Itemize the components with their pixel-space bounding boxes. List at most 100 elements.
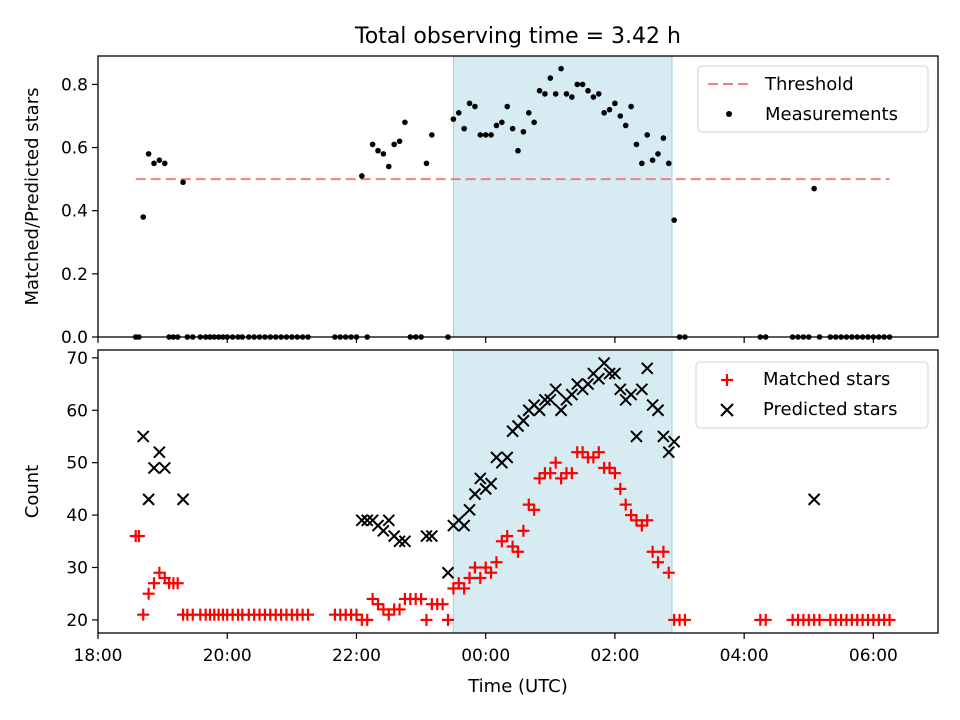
predicted-star-marker bbox=[807, 493, 821, 506]
matched-star-marker bbox=[506, 540, 519, 553]
legend-matched-label: Matched stars bbox=[763, 369, 890, 390]
predicted-star-marker bbox=[662, 445, 675, 459]
measurement-point bbox=[660, 135, 667, 141]
measurement-point bbox=[402, 119, 408, 126]
measurement-point bbox=[633, 141, 640, 148]
top-y-tick-label: 0.6 bbox=[61, 139, 88, 159]
measurement-point bbox=[369, 141, 376, 148]
matched-star-marker bbox=[479, 561, 492, 574]
measurement-point bbox=[612, 100, 618, 107]
matched-star-marker bbox=[533, 472, 546, 485]
measurement-point bbox=[466, 100, 473, 107]
measurement-point bbox=[472, 103, 478, 110]
predicted-star-marker bbox=[142, 493, 155, 506]
measurement-point bbox=[569, 94, 575, 100]
measurement-point bbox=[671, 217, 677, 223]
matched-star-marker bbox=[452, 577, 465, 590]
measurement-point bbox=[380, 151, 387, 157]
bottom-y-tick-label: 50 bbox=[66, 454, 88, 474]
measurement-point bbox=[536, 87, 543, 94]
measurement-point bbox=[628, 103, 634, 110]
measurement-point bbox=[563, 91, 570, 97]
predicted-star-marker bbox=[441, 566, 455, 579]
predicted-star-marker bbox=[538, 393, 552, 406]
measurement-point bbox=[151, 160, 157, 167]
measurement-point bbox=[161, 160, 168, 167]
matched-star-marker bbox=[576, 446, 589, 459]
measurement-point bbox=[461, 125, 467, 132]
bottom-y-axis: 20 30 40 50 60 70 bbox=[66, 349, 98, 631]
predicted-star-marker bbox=[544, 393, 557, 406]
matched-star-marker bbox=[544, 467, 557, 480]
predicted-star-marker bbox=[463, 503, 476, 517]
matched-star-marker bbox=[132, 530, 145, 543]
predicted-star-marker bbox=[420, 529, 433, 543]
predicted-star-marker bbox=[147, 461, 161, 475]
matched-star-marker bbox=[759, 613, 772, 626]
matched-star-marker bbox=[657, 545, 670, 558]
measurement-point bbox=[531, 119, 537, 126]
matched-star-marker bbox=[549, 456, 562, 469]
measurement-point bbox=[488, 132, 494, 138]
bottom-y-axis-label: Count bbox=[22, 465, 43, 518]
predicted-star-marker bbox=[657, 430, 670, 443]
measurement-point bbox=[359, 173, 365, 179]
measurement-point bbox=[811, 185, 817, 192]
bottom-y-tick-label: 20 bbox=[66, 611, 88, 631]
top-y-tick-label: 0.2 bbox=[61, 265, 88, 285]
measurement-point bbox=[665, 160, 672, 167]
matched-star-marker bbox=[474, 571, 487, 584]
matched-star-marker bbox=[883, 613, 896, 626]
top-axes-frame bbox=[97, 55, 939, 338]
predicted-star-marker bbox=[549, 383, 562, 396]
measurement-point bbox=[455, 110, 462, 116]
measurement-point bbox=[525, 110, 532, 116]
matched-star-marker bbox=[361, 613, 374, 626]
matched-star-marker bbox=[587, 451, 600, 464]
measurement-point bbox=[622, 122, 629, 129]
matched-star-marker bbox=[302, 608, 314, 621]
legend-measurements-swatch bbox=[726, 111, 732, 117]
top-panel: 0.00.20.40.60.8 Matched/Predicted stars … bbox=[22, 55, 939, 348]
measurement-point bbox=[450, 116, 457, 122]
predicted-star-marker bbox=[153, 445, 166, 459]
predicted-star-marker bbox=[517, 414, 530, 427]
predicted-star-marker bbox=[608, 367, 622, 380]
predicted-star-marker bbox=[484, 477, 498, 490]
measurement-point bbox=[429, 132, 435, 138]
measurement-point bbox=[590, 94, 597, 100]
matched-star-marker bbox=[415, 592, 428, 605]
matched-star-marker bbox=[565, 467, 578, 480]
predicted-star-marker bbox=[533, 404, 546, 417]
legend-matched-swatch bbox=[721, 374, 733, 386]
top-y-axis: 0.0 0.2 0.4 0.6 0.8 bbox=[61, 75, 98, 348]
matched-star-marker bbox=[625, 509, 638, 522]
predicted-star-marker bbox=[137, 430, 150, 443]
measurement-point bbox=[180, 179, 186, 186]
x-tick-label: 22:00 bbox=[332, 646, 381, 666]
matched-star-marker bbox=[608, 467, 621, 480]
measurement-point bbox=[579, 81, 586, 88]
matched-star-marker bbox=[619, 498, 632, 511]
x-axis-label: Time (UTC) bbox=[467, 676, 568, 697]
matched-star-marker bbox=[528, 503, 541, 516]
matched-star-marker bbox=[501, 530, 514, 543]
measurement-point bbox=[396, 138, 403, 145]
predicted-star-marker bbox=[355, 514, 369, 527]
x-tick-label: 00:00 bbox=[461, 646, 510, 666]
matched-star-marker bbox=[635, 519, 648, 532]
predicted-star-marker bbox=[158, 461, 171, 475]
predicted-star-marker bbox=[382, 514, 395, 527]
predicted-star-marker bbox=[565, 388, 579, 401]
measurement-point bbox=[482, 132, 489, 138]
matched-star-marker bbox=[372, 598, 384, 611]
predicted-star-marker bbox=[641, 362, 654, 375]
legend-predicted-label: Predicted stars bbox=[763, 399, 897, 420]
matched-star-marker bbox=[495, 535, 508, 548]
measurement-point bbox=[423, 160, 430, 167]
measurement-point bbox=[649, 157, 656, 163]
bottom-panel: 20 30 40 50 60 70 18:00 20:00 22:00 00:00 02:00 04… bbox=[22, 349, 939, 697]
predicted-star-marker bbox=[614, 383, 627, 396]
measurement-point bbox=[375, 147, 381, 154]
matched-star-marker bbox=[436, 598, 449, 611]
